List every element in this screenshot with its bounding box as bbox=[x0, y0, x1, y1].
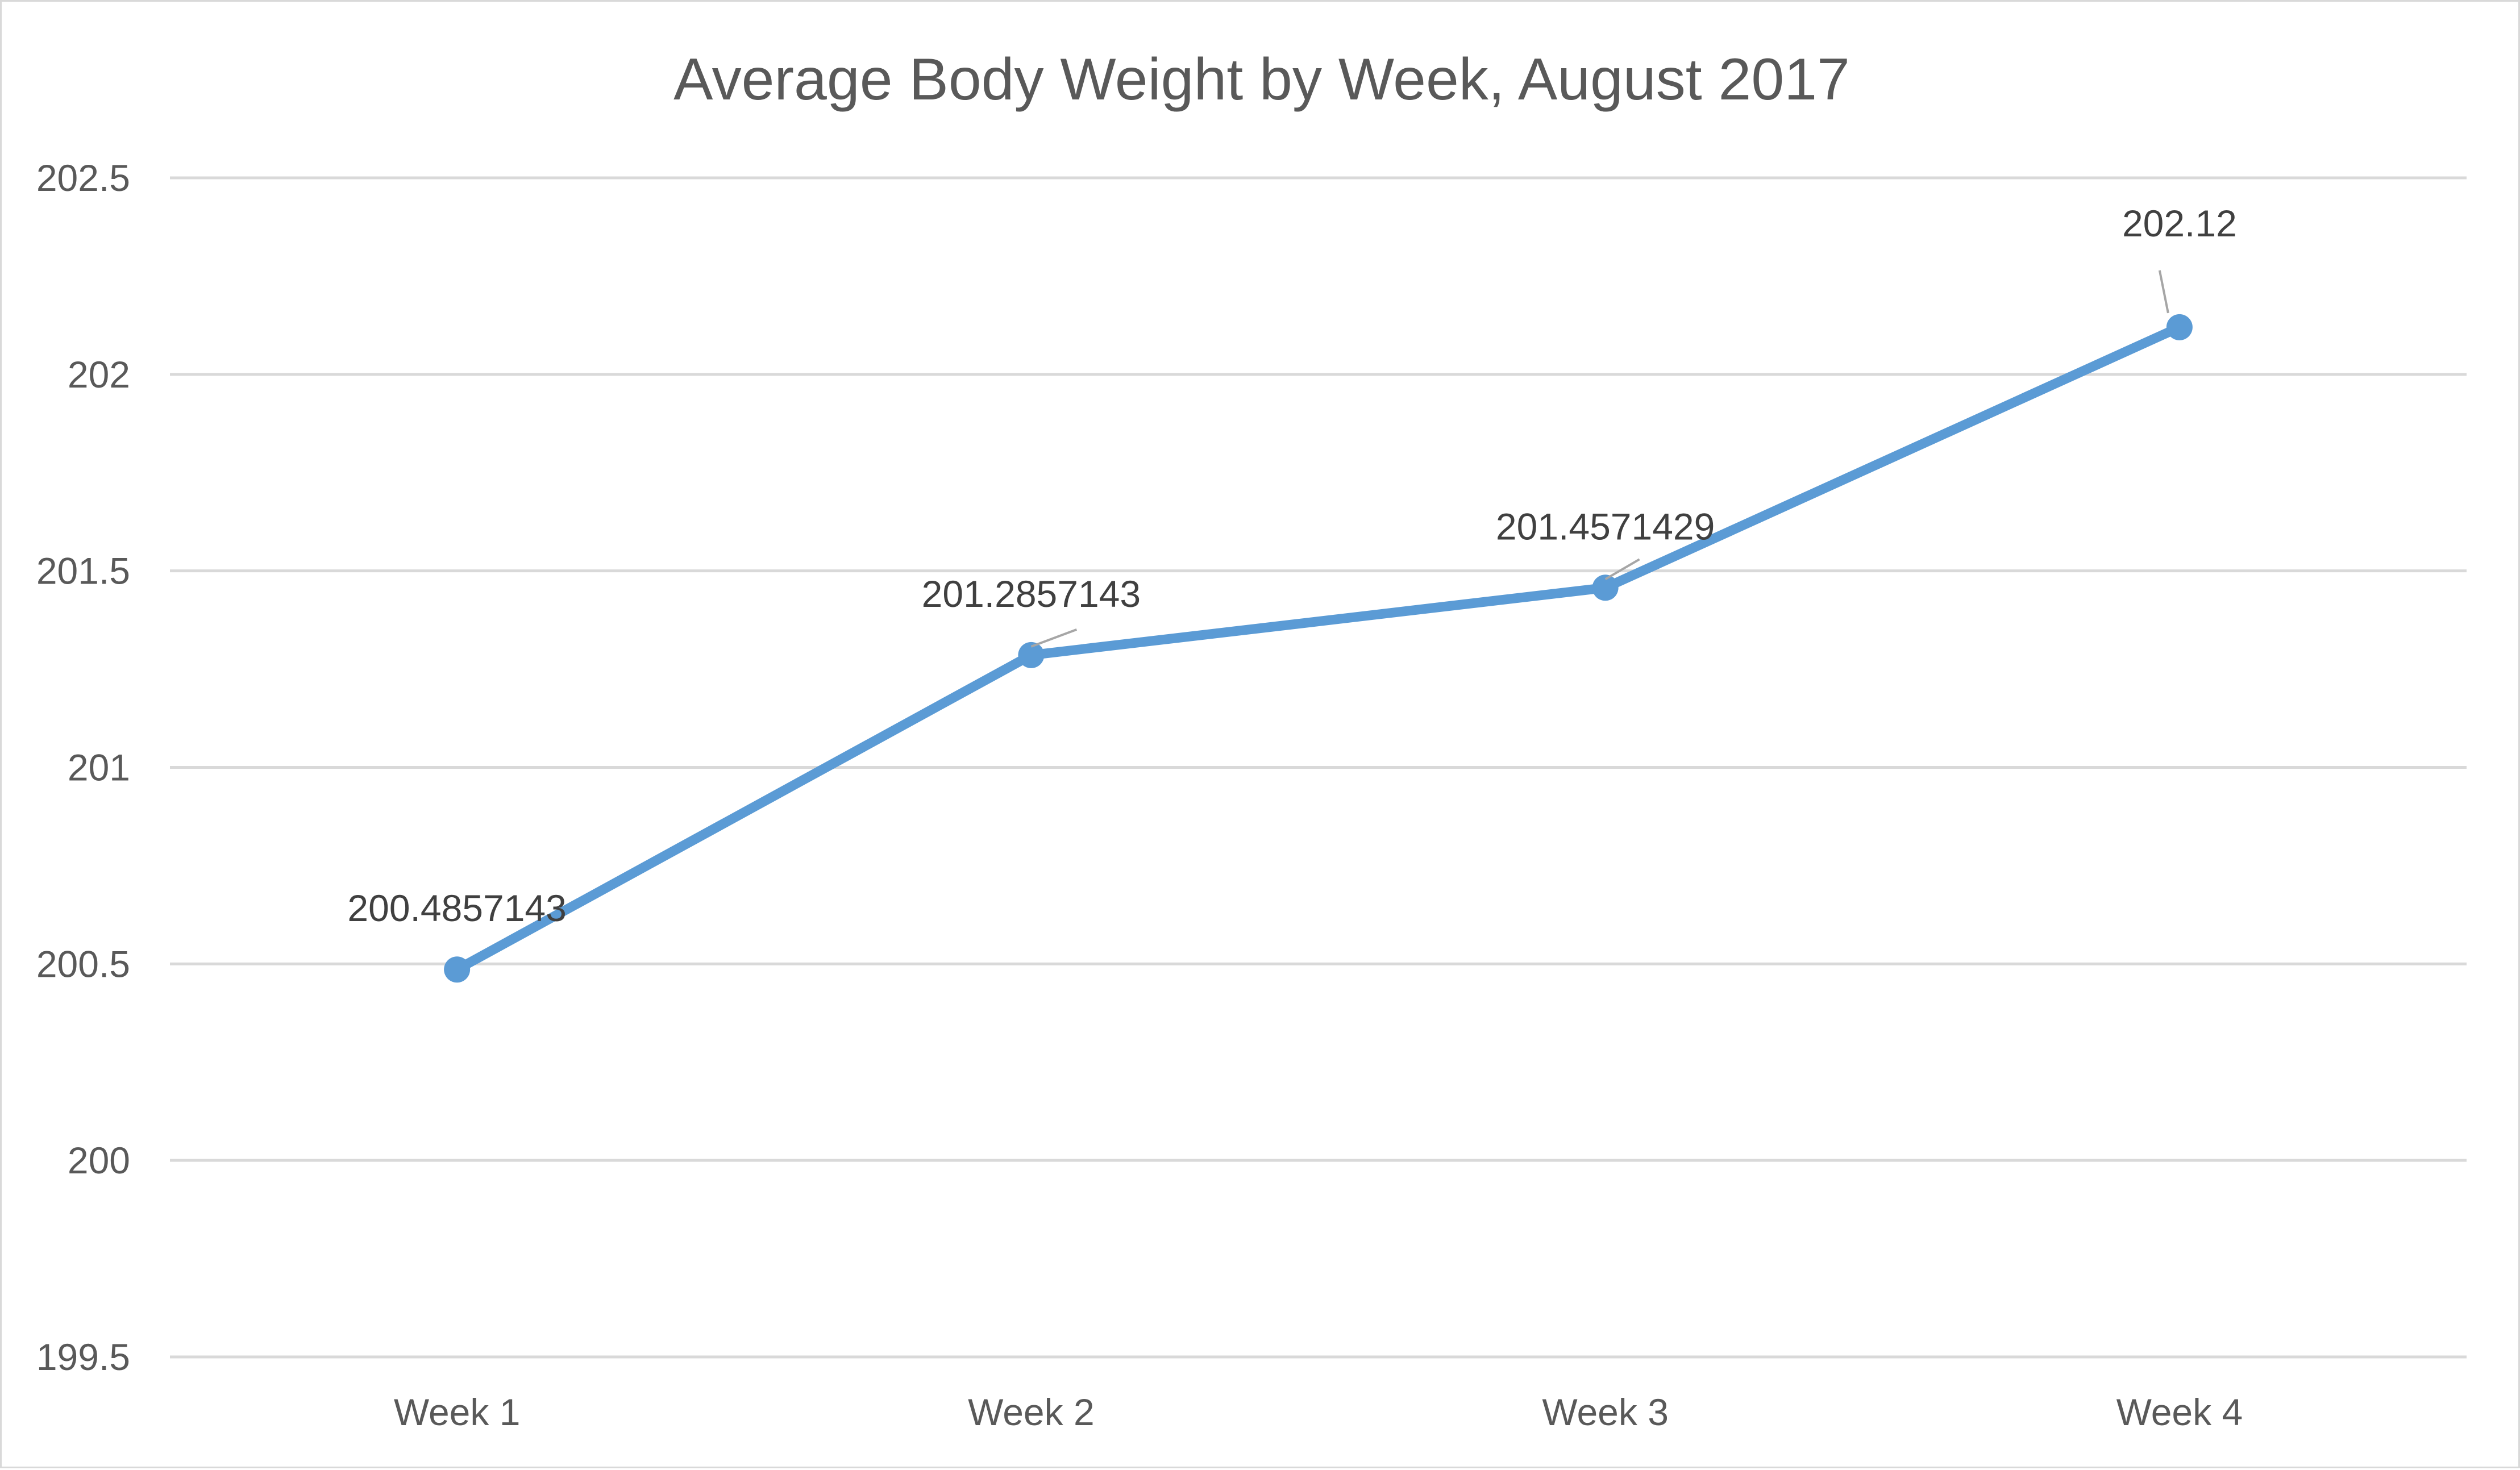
x-tick-label: Week 1 bbox=[394, 1391, 521, 1433]
y-tick-label: 200 bbox=[68, 1139, 130, 1181]
data-labels: 200.4857143 201.2857143 201.4571429 202.12 bbox=[347, 202, 2236, 929]
data-point bbox=[1018, 642, 1045, 668]
y-tick-label: 200.5 bbox=[36, 943, 130, 985]
y-axis-tick-labels: 199.5 200 200.5 201 201.5 202 202.5 bbox=[36, 157, 130, 1378]
data-point bbox=[1592, 574, 1619, 601]
series-layer bbox=[444, 314, 2193, 983]
data-label: 200.4857143 bbox=[347, 887, 566, 929]
data-point bbox=[444, 956, 471, 983]
y-tick-label: 202.5 bbox=[36, 157, 130, 199]
data-label-leader bbox=[2158, 270, 2169, 314]
data-label-leader bbox=[1030, 628, 1078, 648]
y-tick-label: 199.5 bbox=[36, 1336, 130, 1378]
y-tick-label: 201 bbox=[68, 747, 130, 789]
data-label: 201.4571429 bbox=[1496, 505, 1715, 547]
chart-title: Average Body Weight by Week, August 2017 bbox=[673, 47, 1850, 113]
x-tick-label: Week 2 bbox=[968, 1391, 1095, 1433]
series-line bbox=[452, 322, 2185, 975]
x-axis-tick-labels: Week 1 Week 2 Week 3 Week 4 bbox=[394, 1391, 2243, 1433]
data-label-leader bbox=[1604, 558, 1640, 581]
data-label: 201.2857143 bbox=[922, 573, 1141, 615]
x-tick-label: Week 4 bbox=[2116, 1391, 2243, 1433]
data-label: 202.12 bbox=[2122, 202, 2237, 244]
data-point bbox=[2166, 314, 2193, 340]
gridlines bbox=[170, 176, 2467, 1359]
y-tick-label: 201.5 bbox=[36, 550, 130, 592]
y-tick-label: 202 bbox=[68, 353, 130, 395]
x-tick-label: Week 3 bbox=[1542, 1391, 1669, 1433]
